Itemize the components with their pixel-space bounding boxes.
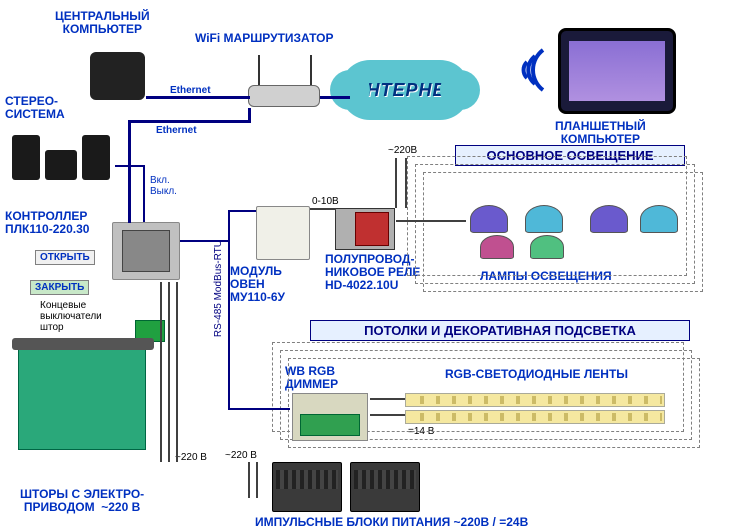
antenna-2-icon [310, 55, 312, 85]
v010-label: 0-10В [312, 196, 339, 207]
lamp-6-icon [530, 235, 564, 259]
curtain-icon [18, 345, 146, 450]
wire [228, 210, 256, 212]
wire [370, 398, 405, 400]
led-strip-2-icon [405, 410, 665, 424]
wire [160, 282, 162, 462]
wire [248, 462, 250, 498]
limit-sw-label: Концевые выключатели штор [40, 300, 102, 333]
lamp-4-icon [640, 205, 678, 233]
wire [168, 282, 170, 462]
tablet-label: ПЛАНШЕТНЫЙ КОМПЬЮТЕР [555, 120, 646, 146]
onoff-label: Вкл. Выкл. [150, 175, 177, 197]
ceiling-section: ПОТОЛКИ И ДЕКОРАТИВНАЯ ПОДСВЕТКА [310, 320, 690, 341]
plc-front-icon [122, 230, 170, 272]
wifi-router-label: WiFi МАРШРУТИЗАТОР [195, 32, 334, 45]
wifi-waves-icon [505, 40, 555, 100]
wire [128, 120, 131, 223]
v220-label-1: ~220В [388, 145, 417, 156]
owen-module-icon [256, 206, 310, 260]
dimmer-pcb-icon [300, 414, 360, 436]
wire [176, 282, 178, 462]
ssr-block-icon [355, 212, 389, 246]
wire [143, 165, 145, 222]
psu-2-icon [350, 462, 420, 512]
led-strip-1-icon [405, 393, 665, 407]
wire [228, 408, 290, 410]
antenna-1-icon [258, 55, 260, 85]
tablet-icon [558, 28, 676, 114]
module-owen-label: МОДУЛЬ ОВЕН МУ110-6У [230, 265, 285, 305]
stereo-label: СТЕРЕО- СИСТЕМА [5, 95, 65, 121]
central-pc-icon [90, 52, 145, 100]
psu-1-icon [272, 462, 342, 512]
central-pc-label: ЦЕНТРАЛЬНЫЙ КОМПЬЮТЕР [55, 10, 150, 36]
stereo-speaker-2-icon [82, 135, 110, 180]
lamp-1-icon [470, 205, 508, 233]
wire [115, 165, 145, 167]
curtain-rod-icon [12, 338, 154, 350]
wire [320, 96, 350, 99]
wire [228, 210, 230, 410]
wire [128, 120, 251, 123]
wire [256, 462, 258, 498]
stereo-speaker-1-icon [12, 135, 40, 180]
ethernet-label-1: Ethernet [170, 85, 211, 96]
lamp-5-icon [480, 235, 514, 259]
rs485-label: RS-485 ModBus-RTU [213, 240, 224, 337]
controller-label: КОНТРОЛЛЕР ПЛК110-220.30 [5, 210, 89, 236]
wire [396, 220, 466, 222]
open-button: ОТКРЫТЬ [35, 250, 95, 265]
lamp-2-icon [525, 205, 563, 233]
wire [370, 414, 405, 416]
close-button: ЗАКРЫТЬ [30, 280, 89, 295]
tablet-screen-icon [569, 41, 664, 101]
wire [180, 240, 230, 242]
wire [405, 158, 407, 208]
router-icon [248, 85, 320, 107]
v220-label-3: ~220 В [225, 450, 257, 461]
wire [146, 96, 250, 99]
internet-text: ИНТЕРНЕТ [353, 80, 458, 101]
psu-label: ИМПУЛЬСНЫЕ БЛОКИ ПИТАНИЯ ~220В / =24В [255, 516, 528, 529]
internet-cloud-icon: ИНТЕРНЕТ [340, 60, 470, 120]
wire [395, 158, 397, 208]
stereo-center-icon [45, 150, 77, 180]
wire [310, 208, 336, 210]
curtains-label: ШТОРЫ С ЭЛЕКТРО- ПРИВОДОМ ~220 В [20, 488, 144, 514]
lamp-3-icon [590, 205, 628, 233]
ethernet-label-2: Ethernet [156, 125, 197, 136]
v220-label-2: ~220 В [175, 452, 207, 463]
